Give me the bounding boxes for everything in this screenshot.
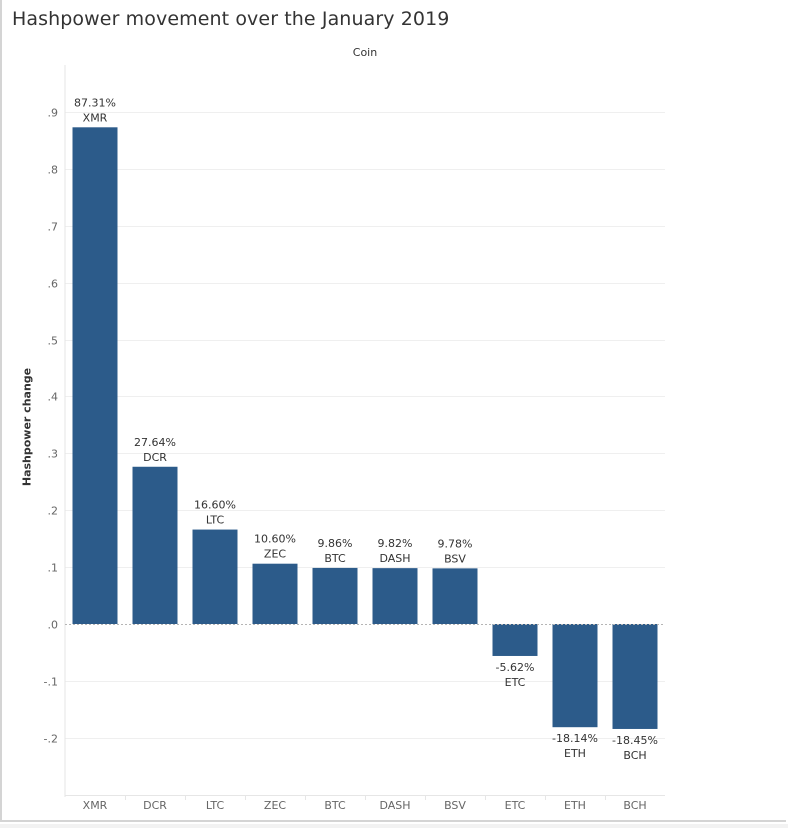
data-label-value: 10.60% xyxy=(254,533,296,546)
y-tick-label: -.1 xyxy=(44,676,58,689)
x-tick-label: BTC xyxy=(324,799,346,812)
x-tick-label: XMR xyxy=(83,799,108,812)
footer-strip xyxy=(0,824,788,828)
y-tick-label: .8 xyxy=(48,164,59,177)
data-label-value: -18.14% xyxy=(552,732,598,745)
x-tick-label: LTC xyxy=(206,799,225,812)
y-tick-label: .7 xyxy=(48,221,59,234)
bar-etc[interactable] xyxy=(492,624,538,656)
data-label-value: 9.78% xyxy=(438,537,473,550)
bar-zec[interactable] xyxy=(252,563,298,624)
data-label-category: LTC xyxy=(206,514,225,527)
y-tick-label: .2 xyxy=(48,505,59,518)
x-tick-label: BCH xyxy=(623,799,646,812)
y-tick-label: .5 xyxy=(48,335,59,348)
data-label-category: ETH xyxy=(564,747,586,760)
data-label-category: BCH xyxy=(623,749,646,762)
x-tick-label: ETC xyxy=(505,799,526,812)
x-tick-label: BSV xyxy=(444,799,466,812)
y-tick-label: .9 xyxy=(48,107,59,120)
bar-bch[interactable] xyxy=(612,624,658,729)
bars xyxy=(72,127,658,729)
bar-dcr[interactable] xyxy=(132,466,178,624)
data-labels: 87.31% XMR 27.64% DCR 16.60% LTC 10.60% ZEC 9.86… xyxy=(65,96,665,762)
bar-ltc[interactable] xyxy=(192,529,238,624)
data-label-category: BSV xyxy=(444,552,466,565)
column-header-label: Coin xyxy=(352,46,378,59)
data-label-value: 16.60% xyxy=(194,499,236,512)
bar-eth[interactable] xyxy=(552,624,598,728)
data-label-value: 9.86% xyxy=(318,537,353,550)
data-label-value: 27.64% xyxy=(134,436,176,449)
x-tick-label: DCR xyxy=(143,799,167,812)
axes: .9 .8 .7 .6 .5 .4 .3 .2 .1 .0 -.1 -.2 XMR DCR LTC ZEC BT… xyxy=(44,65,665,812)
bar-dash[interactable] xyxy=(372,568,418,624)
y-tick-label: .1 xyxy=(48,562,59,575)
y-tick-label: -.2 xyxy=(44,733,58,746)
data-label-value: 87.31% xyxy=(74,96,116,109)
chart-title: Hashpower movement over the January 2019 xyxy=(12,8,450,30)
x-tick-label: ETH xyxy=(564,799,586,812)
y-tick-label: .3 xyxy=(48,448,59,461)
data-label-value: 9.82% xyxy=(378,537,413,550)
data-label-category: BTC xyxy=(324,552,346,565)
data-label-value: -5.62% xyxy=(496,661,535,674)
bar-xmr[interactable] xyxy=(72,127,118,625)
data-label-category: DCR xyxy=(143,451,167,464)
data-label-category: ETC xyxy=(505,676,526,689)
y-tick-label: .4 xyxy=(48,391,59,404)
x-tick-label: DASH xyxy=(379,799,410,812)
bar-btc[interactable] xyxy=(312,567,358,624)
data-label-category: XMR xyxy=(83,111,108,124)
data-label-value: -18.45% xyxy=(612,734,658,747)
bar-bsv[interactable] xyxy=(432,568,478,624)
y-tick-label: .6 xyxy=(48,278,59,291)
y-tick-label: .0 xyxy=(48,619,59,632)
data-label-category: ZEC xyxy=(264,548,286,561)
data-label-category: DASH xyxy=(379,552,410,565)
x-tick-label: ZEC xyxy=(264,799,286,812)
